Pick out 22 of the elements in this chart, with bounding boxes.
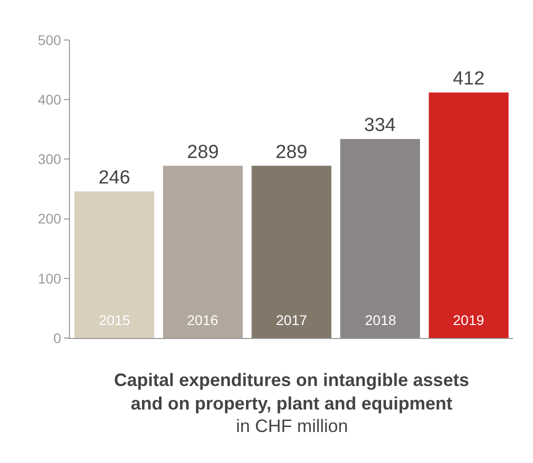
x-tick-label: 2015 [99, 312, 130, 328]
x-tick-label: 2019 [453, 312, 484, 328]
bar [252, 166, 332, 338]
x-tick-label: 2016 [187, 312, 218, 328]
data-label: 246 [98, 167, 130, 188]
data-label: 289 [187, 142, 219, 163]
y-tick-label: 300 [38, 151, 62, 168]
y-tick-label: 400 [38, 92, 62, 108]
x-tick-label: 2018 [365, 312, 396, 328]
bar [74, 191, 154, 338]
y-tick-label: 0 [53, 330, 62, 346]
data-label: 289 [276, 142, 308, 163]
bar [340, 138, 420, 338]
y-tick-label: 500 [38, 32, 62, 48]
y-tick-label: 100 [38, 270, 62, 286]
y-tick-label: 200 [38, 210, 62, 227]
x-tick-label: 2017 [276, 312, 308, 328]
text: in CHF million [236, 416, 348, 436]
bar [428, 92, 509, 338]
data-label: 412 [452, 68, 485, 90]
data-label: 334 [364, 114, 396, 136]
bar [163, 166, 243, 338]
